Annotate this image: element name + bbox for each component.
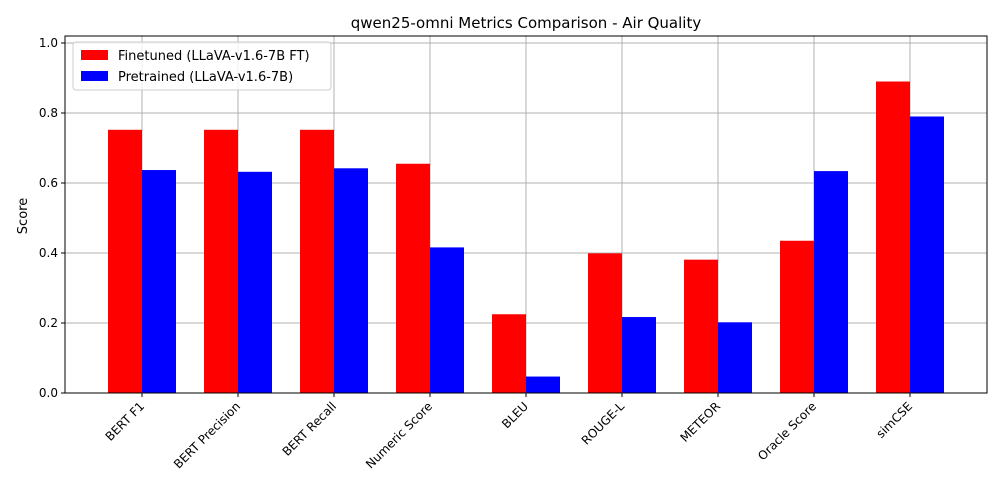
y-tick-label: 0.2 [39,316,58,330]
y-tick-label: 0.6 [39,176,58,190]
finetuned-bar [204,129,238,394]
legend: Finetuned (LLaVA-v1.6-7B FT) Pretrained (… [72,41,332,91]
pretrained-bar [814,171,848,393]
legend-label: Finetuned (LLaVA-v1.6-7B FT) [118,49,310,64]
finetuned-bar [876,81,910,393]
pretrained-bar [910,116,944,393]
finetuned-bar [588,253,622,393]
finetuned-bar [780,240,814,393]
y-tick-label: 0.4 [39,246,58,260]
bars [108,81,944,394]
pretrained-bar [238,171,272,393]
pretrained-bar [430,247,464,393]
finetuned-bar [396,163,430,393]
legend-swatch [81,71,108,81]
pretrained-bar [718,322,752,393]
pretrained-bar [622,317,656,393]
finetuned-bar [108,129,142,394]
y-tick-label: 1.0 [39,36,58,50]
legend-label: Pretrained (LLaVA-v1.6-7B) [118,70,293,85]
chart-title: qwen25-omni Metrics Comparison - Air Qua… [351,14,702,32]
finetuned-bar [492,314,526,393]
finetuned-bar [300,129,334,394]
y-tick-label: 0.0 [39,386,58,400]
pretrained-bar [526,376,560,393]
pretrained-bar [142,170,176,393]
y-tick-label: 0.8 [39,106,58,120]
legend-swatch [81,50,108,60]
y-axis-label: Score [16,198,31,234]
finetuned-bar [684,259,718,393]
legend-box [72,41,332,91]
pretrained-bar [334,168,368,393]
